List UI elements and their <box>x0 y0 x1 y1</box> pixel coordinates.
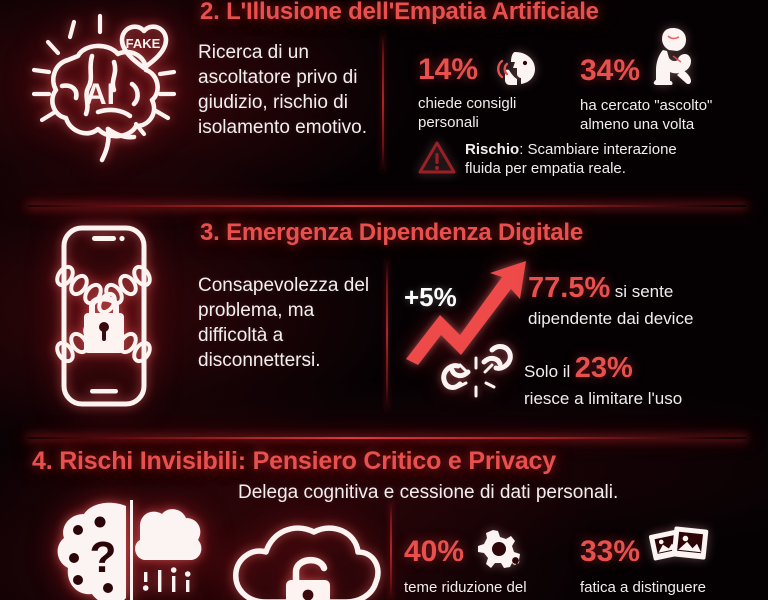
stat-40-percent: 40% teme riduzione del pensiero critico <box>404 528 527 600</box>
gears-icon <box>471 528 527 575</box>
question-mark-glyph: ? <box>90 533 117 582</box>
stat-caption-line1: fatica a distinguere <box>580 579 706 596</box>
divider-vertical-invisible-risks <box>390 500 392 600</box>
stat-caption-line2: personali <box>418 114 479 131</box>
secondary-prefix: Solo il <box>524 362 571 381</box>
stat-caption-line1: chiede consigli <box>418 95 517 112</box>
brain-ai-label: AI <box>85 78 115 111</box>
sitting-person-icon <box>647 28 703 93</box>
risk-callout-empathy: Rischio: Scambiare interazione fluida pe… <box>418 140 677 181</box>
broken-chain-icon <box>436 340 516 412</box>
stat-33-percent: 33% <box>580 526 711 600</box>
risk-text-line1: Scambiare interazione <box>527 141 677 158</box>
heart-fake-label: FAKE <box>126 36 161 51</box>
warning-triangle-icon <box>418 140 456 181</box>
speaking-head-icon <box>485 48 539 91</box>
secondary-caption: riesce a limitare l'uso <box>524 389 683 408</box>
section-title-dependence: 3. Emergenza Dipendenza Digitale <box>200 219 584 246</box>
brain-fake-heart-icon: FAKE AI <box>22 12 187 167</box>
photos-stack-icon <box>647 526 711 575</box>
divider-section-3-4 <box>28 437 746 439</box>
section-body-empathy: Ricerca di un ascoltatore privo di giudi… <box>198 42 367 138</box>
divider-vertical-empathy <box>382 32 384 172</box>
phone-chains-lock-icon <box>38 222 170 410</box>
section-subtitle-invisible-risks: Delega cognitiva e cessione di dati pers… <box>238 482 619 503</box>
stat-14-percent: 14% chiede consigli personali <box>418 48 539 132</box>
trend-suffix: si sente <box>614 282 674 301</box>
trend-caption: dipendente dai device <box>528 309 694 328</box>
stat-value: 34% <box>580 53 641 87</box>
trend-badge: +5% <box>404 282 457 312</box>
trend-value: 77.5% <box>528 272 611 304</box>
section-body-dependence: Consapevolezza del problema, ma difficol… <box>198 275 370 371</box>
risk-text: Rischio: Scambiare interazione fluida pe… <box>465 140 677 178</box>
stat-34-percent: 34% h <box>580 28 713 134</box>
cloud-unlocked-padlock-icon <box>228 506 384 600</box>
stat-value: 40% <box>404 534 465 568</box>
divider-vertical-dependence <box>386 258 388 410</box>
secondary-stat-block: Solo il 23% riesce a limitare l'uso <box>524 352 682 409</box>
trend-stat-block: 77.5% si sente dipendente dai device <box>528 272 693 329</box>
stat-caption-line2: vero dal falso (AI) <box>580 597 711 600</box>
split-brain-digital-icon: ? <box>48 500 218 600</box>
risk-label: Rischio <box>465 141 520 158</box>
stat-caption-line2: pensiero critico <box>404 597 527 600</box>
risk-text-line2: fluida per empatia reale. <box>465 160 626 177</box>
stat-caption-line2: almeno una volta <box>580 116 695 133</box>
section-title-empathy: 2. L'Illusione dell'Empatia Artificiale <box>200 0 599 25</box>
stat-caption-line1: teme riduzione del <box>404 579 527 596</box>
risk-separator: : <box>519 141 528 158</box>
stat-value: 33% <box>580 534 641 568</box>
divider-section-2-3 <box>28 205 746 207</box>
stat-caption-line1: ha cercato "ascolto" <box>580 97 713 114</box>
section-title-invisible-risks: 4. Rischi Invisibili: Pensiero Critico e… <box>32 447 556 475</box>
secondary-value: 23% <box>574 352 633 384</box>
stat-value: 14% <box>418 52 479 86</box>
